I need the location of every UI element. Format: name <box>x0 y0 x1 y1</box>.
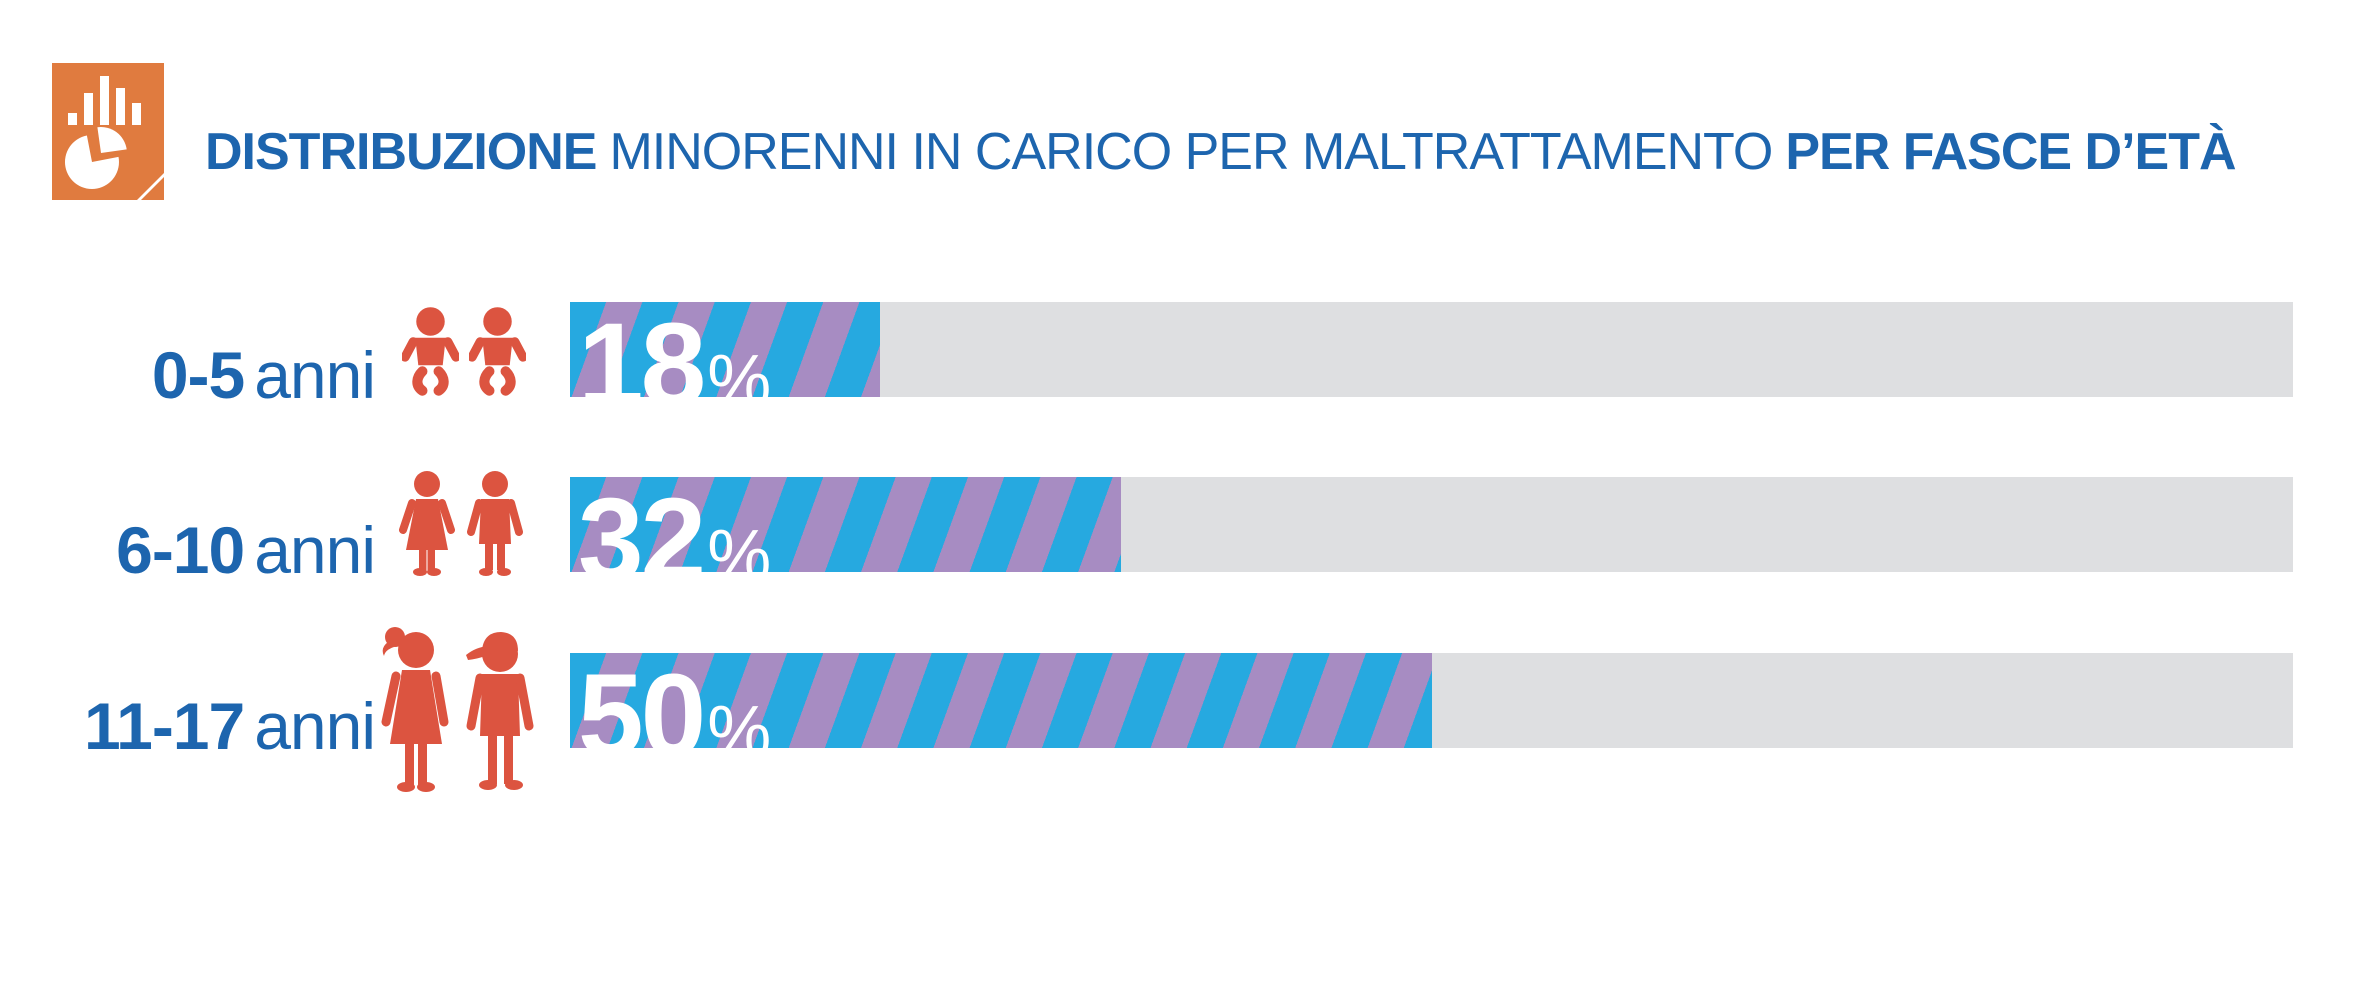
age-unit: anni <box>254 513 376 587</box>
bar-value-number: 32 <box>578 474 706 606</box>
girl-icon <box>399 471 455 576</box>
teen-girl-icon <box>381 627 449 792</box>
bar-value-number: 50 <box>578 650 706 782</box>
bar-value-percent-symbol: % <box>707 341 772 421</box>
age-range: 6-10 <box>116 513 245 587</box>
age-unit: anni <box>254 689 376 763</box>
bar-fill: 18% <box>570 302 881 424</box>
chart-document-icon <box>52 63 164 200</box>
boy-icon <box>467 471 523 576</box>
age-label-6-10: 6-10 anni <box>0 517 376 583</box>
bar-track: 50% <box>570 653 2293 775</box>
bar-value-percent-symbol: % <box>707 692 772 772</box>
age-label-0-5: 0-5 anni <box>0 342 376 408</box>
chart-title: DISTRIBUZIONE MINORENNI IN CARICO PER MAL… <box>205 121 2237 183</box>
two-teenagers-icon <box>378 622 534 798</box>
baby-icon <box>402 307 459 396</box>
age-range: 11-17 <box>84 689 245 763</box>
title-bold-tail: PER FASCE D’ETÀ <box>1785 123 2236 181</box>
title-regular-middle: MINORENNI IN CARICO PER MALTRATTAMENTO <box>609 123 1773 181</box>
bar-value: 18% <box>578 306 771 424</box>
bar-value: 50% <box>578 657 771 775</box>
bar-track: 18% <box>570 302 2293 424</box>
bar-fill: 32% <box>570 477 1122 599</box>
two-babies-icon <box>402 306 526 400</box>
two-children-icon <box>396 470 524 578</box>
age-unit: anni <box>254 338 376 412</box>
title-bold-lead: DISTRIBUZIONE <box>205 123 597 181</box>
baby-icon <box>469 307 526 396</box>
bar-track: 32% <box>570 477 2293 599</box>
bar-fill: 50% <box>570 653 1432 775</box>
bar-value: 32% <box>578 481 771 599</box>
bar-value-number: 18 <box>578 299 706 431</box>
bar-value-percent-symbol: % <box>707 516 772 596</box>
age-label-11-17: 11-17 anni <box>0 693 376 759</box>
age-range: 0-5 <box>151 338 245 412</box>
teen-boy-with-cap-icon <box>466 632 534 790</box>
